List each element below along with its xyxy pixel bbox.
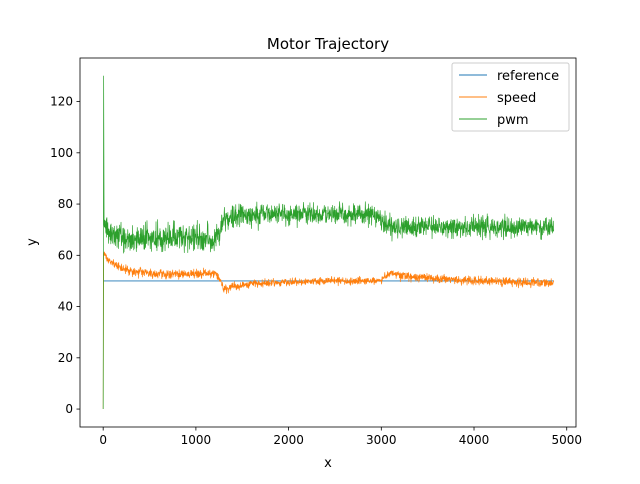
y-tick-label: 60 bbox=[58, 248, 73, 262]
legend-label-reference: reference bbox=[497, 69, 559, 84]
x-tick-label: 5000 bbox=[551, 433, 582, 447]
legend-box bbox=[451, 62, 570, 132]
y-axis-ticks: 0 20 40 60 80 100 120 bbox=[50, 95, 80, 416]
plot-lines bbox=[102, 75, 555, 410]
y-tick-label: 20 bbox=[58, 351, 73, 365]
x-tick-label: 1000 bbox=[181, 433, 212, 447]
x-tick-label: 2000 bbox=[273, 433, 304, 447]
plot-frame bbox=[79, 57, 577, 428]
series-line-pwm bbox=[102, 75, 555, 410]
y-tick-label: 0 bbox=[65, 402, 73, 416]
x-axis-ticks: 0 1000 2000 3000 4000 5000 bbox=[99, 427, 582, 447]
x-tick-label: 3000 bbox=[366, 433, 397, 447]
series-line-speed bbox=[102, 251, 555, 410]
y-tick-label: 80 bbox=[58, 197, 73, 211]
chart-title: Motor Trajectory bbox=[267, 35, 389, 53]
x-tick-label: 4000 bbox=[459, 433, 490, 447]
y-tick-label: 120 bbox=[50, 95, 73, 109]
legend-label-pwm: pwm bbox=[497, 113, 529, 128]
x-tick-label: 0 bbox=[99, 433, 107, 447]
legend-label-speed: speed bbox=[497, 91, 536, 106]
y-axis-label: y bbox=[25, 238, 40, 246]
legend: reference speed pwm bbox=[451, 62, 570, 132]
y-tick-label: 40 bbox=[58, 300, 73, 314]
x-axis-label: x bbox=[324, 456, 332, 471]
y-tick-label: 100 bbox=[50, 146, 73, 160]
